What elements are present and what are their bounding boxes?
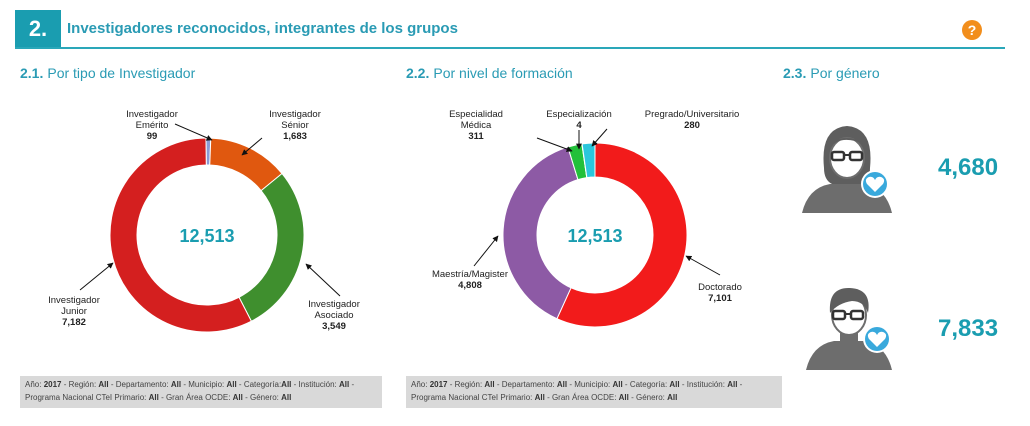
label-arrow [79, 262, 114, 291]
filter-key: Año: [25, 380, 44, 389]
subsection-number: 2.3. [783, 65, 807, 81]
filter-value: All [556, 380, 568, 389]
slice-value-label: 7,182 [62, 317, 86, 328]
filter-value: All [170, 380, 182, 389]
filter-key: - Municipio: [567, 380, 613, 389]
filter-summary: Año: 2017 - Región: All - Departamento: … [20, 376, 382, 408]
label-arrow [685, 255, 721, 276]
filter-value: All [669, 380, 680, 389]
male-count: 7,833 [938, 315, 999, 342]
filter-key: - Departamento: [108, 380, 171, 389]
donut-slice[interactable] [556, 142, 688, 328]
slice-value-label: 4 [576, 120, 582, 131]
filter-key: - Departamento: [494, 380, 557, 389]
filter-key: - Región: [61, 380, 99, 389]
subsection-label: Por nivel de formación [433, 65, 573, 81]
slice-label: Pregrado/Universitario [645, 109, 740, 120]
man-avatar-icon [806, 287, 892, 370]
filter-key: Año: [411, 380, 430, 389]
subsection-number: 2.2. [406, 65, 430, 81]
filter-value: All [226, 380, 237, 389]
slice-value-label: 280 [684, 120, 700, 131]
slice-value-label: 7,101 [708, 293, 732, 304]
slice-label: Investigador Junior [48, 295, 100, 317]
filter-value: All [612, 380, 623, 389]
slice-label: Especialización [546, 109, 611, 120]
filter-value: 2017 [429, 380, 448, 389]
filter-key: - Municipio: [181, 380, 227, 389]
filter-key: - Institución: [679, 380, 728, 389]
slice-value-label: 1,683 [283, 131, 307, 142]
donut-slice[interactable] [581, 142, 596, 179]
filter-summary: Año: 2017 - Región: All - Departamento: … [406, 376, 782, 408]
filter-key: - Institución: [291, 380, 339, 389]
label-arrow [473, 235, 499, 267]
slice-value-label: 99 [147, 131, 158, 142]
section-number: 2. [15, 10, 61, 47]
section-title: Investigadores reconocidos, integrantes … [67, 20, 458, 37]
filter-value: All [667, 393, 678, 402]
slice-label: Maestría/Magister [432, 269, 508, 280]
filter-key: - Género: [242, 393, 282, 402]
subsection-title-gender: 2.3. Por género [783, 65, 880, 81]
filter-value: 2017 [43, 380, 62, 389]
subsection-label: Por género [810, 65, 880, 81]
filter-key: - Programa Nacional CTeI Primario: [411, 380, 743, 402]
filter-value: All [148, 393, 159, 402]
slice-label: Especialidad Médica [449, 109, 503, 131]
female-count: 4,680 [938, 154, 999, 181]
section-header: 2. Investigadores reconocidos, integrant… [15, 10, 1005, 49]
slice-value-label: 311 [468, 131, 484, 142]
filter-value: All [281, 393, 292, 402]
filter-value: All [98, 380, 109, 389]
woman-avatar-icon [802, 126, 892, 213]
filter-value: All [618, 393, 629, 402]
filter-key: - Categoría: [236, 380, 282, 389]
slice-value-label: 4,808 [458, 280, 482, 291]
filter-value: All [727, 380, 738, 389]
filter-value: All [484, 380, 495, 389]
subsection-title-type: 2.1. Por tipo de Investigador [20, 65, 195, 81]
label-arrow [591, 128, 608, 147]
question-icon[interactable]: ? [962, 20, 982, 40]
donut-slice[interactable] [109, 137, 253, 333]
label-arrow [174, 123, 213, 141]
slice-label: Doctorado [698, 282, 742, 293]
subsection-title-formation: 2.2. Por nivel de formación [406, 65, 573, 81]
subsection-number: 2.1. [20, 65, 44, 81]
filter-key: - Programa Nacional CTeI Primario: [25, 380, 355, 402]
slice-value-label: 3,549 [322, 321, 346, 332]
filter-key: - Gran Área OCDE: [544, 393, 619, 402]
donut-center-total: 12,513 [567, 226, 622, 246]
subsection-label: Por tipo de Investigador [47, 65, 196, 81]
filter-value: All [232, 393, 243, 402]
filter-value: All [534, 393, 545, 402]
filter-key: - Región: [447, 380, 485, 389]
donut-center-total: 12,513 [179, 226, 234, 246]
filter-key: - Gran Área OCDE: [158, 393, 233, 402]
label-arrow [241, 137, 263, 156]
donut-slice[interactable] [238, 172, 305, 322]
label-arrow [305, 263, 341, 297]
filter-value: All [281, 380, 292, 389]
slice-label: Investigador Sénior [269, 109, 321, 131]
slice-label: Investigador Asociado [308, 299, 360, 321]
filter-key: - Género: [628, 393, 668, 402]
filter-value: All [338, 380, 350, 389]
label-arrow [536, 137, 573, 152]
filter-key: - Categoría: [622, 380, 670, 389]
slice-label: Investigador Emérito [126, 109, 178, 131]
